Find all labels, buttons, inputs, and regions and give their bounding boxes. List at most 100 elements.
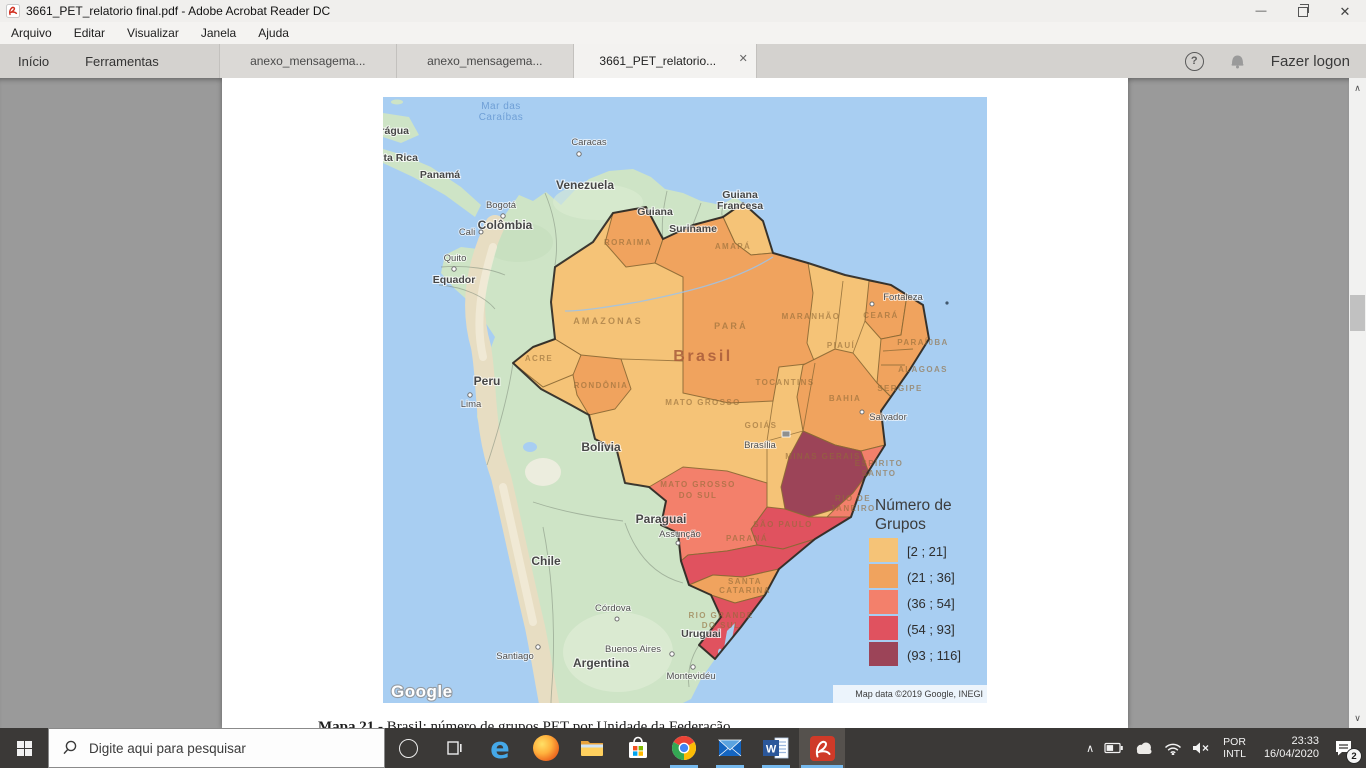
doc-tab-active-label: 3661_PET_relatorio... bbox=[599, 54, 717, 68]
cortana-icon bbox=[398, 738, 418, 758]
label-sc-1: SANTA bbox=[728, 577, 762, 586]
map-legend: Número de Grupos [2 ; 21] (21 ; 36] (36 … bbox=[869, 497, 961, 666]
label-quito: Quito bbox=[444, 253, 467, 264]
tab-ferramentas[interactable]: Ferramentas bbox=[85, 53, 159, 69]
label-parana: PARANÁ bbox=[726, 534, 768, 543]
lake-titicaca bbox=[523, 442, 537, 452]
minimize-button[interactable]: — bbox=[1255, 4, 1267, 17]
taskbar-firefox[interactable] bbox=[523, 728, 569, 768]
tab-close-icon[interactable]: ✕ bbox=[738, 53, 748, 65]
taskbar-word[interactable]: W bbox=[753, 728, 799, 768]
taskbar-search[interactable] bbox=[48, 728, 385, 768]
label-rs-2: DO SUL bbox=[702, 621, 741, 630]
state-rondonia bbox=[572, 354, 632, 416]
bell-icon[interactable] bbox=[1230, 53, 1245, 69]
label-goias: GOIÁS bbox=[745, 421, 778, 430]
legend-label-5: (93 ; 116] bbox=[907, 648, 961, 663]
map-attribution: Map data ©2019 Google, INEGI bbox=[855, 689, 983, 699]
onedrive-icon[interactable] bbox=[1129, 728, 1159, 768]
doc-tab-1[interactable]: anexo_mensagema... bbox=[218, 44, 396, 78]
label-rs-1: RIO GRANDE bbox=[688, 611, 753, 620]
label-argentina: Argentina bbox=[573, 656, 629, 670]
start-button[interactable] bbox=[0, 728, 48, 768]
label-paraiba: PARAÍ0BA bbox=[897, 338, 949, 347]
island-caribbean bbox=[391, 99, 403, 105]
doc-tab-2-label: anexo_mensagema... bbox=[427, 54, 543, 68]
border-colombia-venezuela bbox=[544, 192, 557, 266]
menu-bar: Arquivo Editar Visualizar Janela Ajuda bbox=[0, 22, 1366, 44]
language-indicator[interactable]: POR INTL bbox=[1215, 736, 1254, 760]
taskbar-chrome[interactable] bbox=[661, 728, 707, 768]
label-rondonia: RONDÔNIA bbox=[574, 381, 629, 390]
google-watermark: Google bbox=[391, 682, 453, 701]
dot-fortaleza bbox=[869, 301, 875, 307]
taskbar-mail[interactable] bbox=[707, 728, 753, 768]
restore-button[interactable] bbox=[1282, 0, 1324, 22]
scroll-up-arrow[interactable]: ∧ bbox=[1354, 82, 1361, 93]
language-line1: POR bbox=[1223, 736, 1246, 748]
task-view-icon bbox=[447, 741, 462, 755]
dot-brasilia bbox=[781, 430, 791, 438]
label-peru: Peru bbox=[474, 374, 501, 388]
label-piaui: PIAUÍ bbox=[827, 341, 855, 350]
acrobat-running-indicator bbox=[801, 765, 843, 768]
taskbar-edge[interactable]: e bbox=[477, 728, 523, 768]
menu-arquivo[interactable]: Arquivo bbox=[11, 26, 52, 40]
action-center-button[interactable]: 2 bbox=[1329, 728, 1366, 768]
label-espirito-santo-1: ESPÍRITO bbox=[855, 459, 903, 468]
label-montevideu: Montevidéu bbox=[666, 671, 715, 682]
tray-expand-chevron[interactable]: ∧ bbox=[1086, 742, 1095, 755]
chrome-running-indicator bbox=[670, 765, 698, 768]
taskbar-store[interactable] bbox=[615, 728, 661, 768]
label-amazonas: AMAZONAS bbox=[573, 316, 643, 326]
edge-icon: e bbox=[490, 730, 510, 765]
firefox-icon bbox=[533, 735, 559, 761]
label-suriname: Suriname bbox=[669, 223, 717, 235]
menu-visualizar[interactable]: Visualizar bbox=[127, 26, 179, 40]
mail-running-indicator bbox=[716, 765, 744, 768]
label-brasilia: Brasília bbox=[744, 440, 776, 451]
task-view-button[interactable] bbox=[431, 728, 477, 768]
word-icon: W bbox=[763, 737, 789, 759]
legend-swatch-2 bbox=[869, 564, 898, 588]
tab-inicio[interactable]: Início bbox=[18, 53, 50, 69]
label-sea-1: Mar das bbox=[481, 101, 521, 112]
dot-salvador bbox=[859, 409, 865, 415]
dot-buenos-aires bbox=[669, 651, 675, 657]
scroll-down-arrow[interactable]: ∨ bbox=[1354, 712, 1361, 723]
volume-muted-icon[interactable] bbox=[1187, 728, 1215, 768]
label-guiana-francesa-2: Francesa bbox=[717, 200, 763, 212]
wifi-icon[interactable] bbox=[1159, 728, 1187, 768]
doc-tab-active[interactable]: 3661_PET_relatorio... ✕ bbox=[572, 44, 757, 78]
battery-icon[interactable] bbox=[1099, 728, 1129, 768]
taskbar-acrobat-active[interactable] bbox=[799, 728, 845, 768]
windows-logo-icon bbox=[16, 740, 32, 756]
label-rio-de-janeiro-1: RIO DE bbox=[835, 494, 871, 503]
cortana-button[interactable] bbox=[385, 728, 431, 768]
sign-in-link[interactable]: Fazer logon bbox=[1270, 52, 1350, 70]
land-nicaragua bbox=[383, 113, 419, 143]
island-noronha bbox=[945, 301, 949, 305]
help-icon[interactable]: ? bbox=[1184, 51, 1204, 71]
label-espirito-santo-2: SANTO bbox=[862, 469, 897, 478]
label-buenos-aires: Buenos Aires bbox=[605, 644, 661, 655]
close-button[interactable]: ✕ bbox=[1339, 3, 1351, 19]
search-input[interactable] bbox=[87, 739, 371, 757]
label-tocantins: TOCANTINS bbox=[755, 378, 814, 387]
doc-tab-2[interactable]: anexo_mensagema... bbox=[395, 44, 573, 78]
scrollbar-thumb[interactable] bbox=[1350, 295, 1365, 331]
acrobat-file-icon bbox=[6, 4, 20, 18]
taskbar-clock[interactable]: 23:33 16/04/2020 bbox=[1254, 735, 1329, 761]
label-paraguai: Paraguai bbox=[636, 512, 687, 526]
window-titlebar: 3661_PET_relatorio final.pdf - Adobe Acr… bbox=[0, 0, 1366, 22]
label-nicaragua: Nicarágua bbox=[383, 125, 409, 137]
menu-editar[interactable]: Editar bbox=[73, 26, 106, 40]
notification-badge: 2 bbox=[1346, 748, 1362, 764]
menu-ajuda[interactable]: Ajuda bbox=[258, 26, 289, 40]
taskbar-explorer[interactable] bbox=[569, 728, 615, 768]
titlebar-right-cluster: ? Fazer logon bbox=[1184, 44, 1350, 78]
vertical-scrollbar[interactable]: ∧ ∨ bbox=[1349, 78, 1366, 728]
figure-caption: Mapa 21 - Brasil: número de grupos PET p… bbox=[318, 719, 731, 728]
label-sc-2: CATARINA bbox=[719, 586, 771, 595]
menu-janela[interactable]: Janela bbox=[200, 26, 237, 40]
